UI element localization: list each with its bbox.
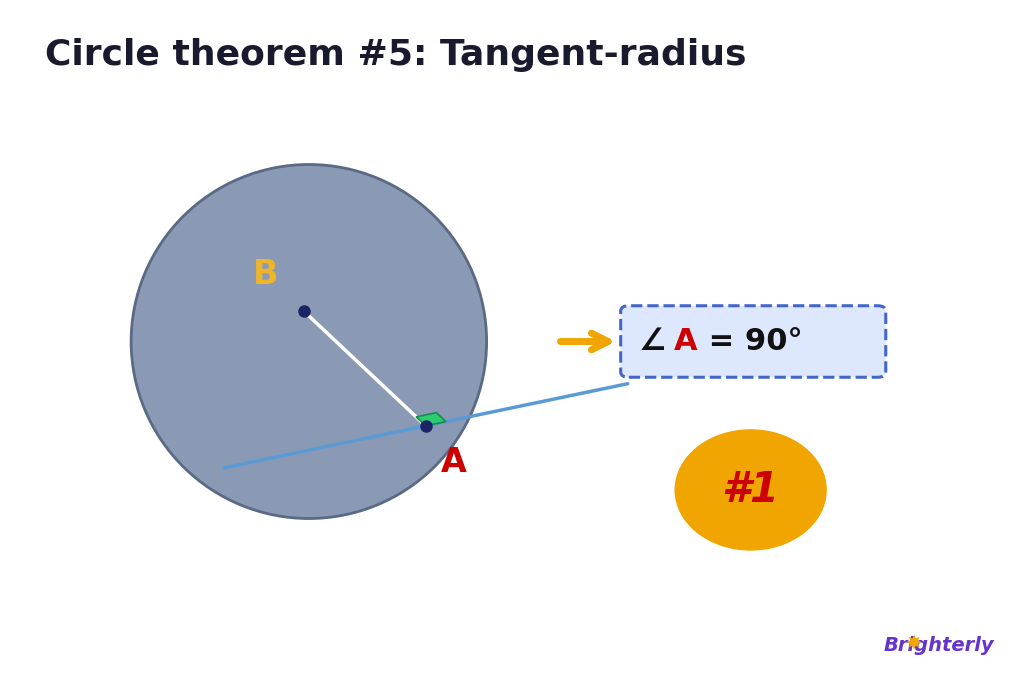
Polygon shape [416,413,445,426]
FancyBboxPatch shape [621,306,886,377]
Text: = 90°: = 90° [698,327,803,356]
Text: Brighterly: Brighterly [884,637,994,655]
Text: ∠: ∠ [639,327,667,356]
Text: #1: #1 [722,469,779,511]
Text: ✸: ✸ [905,635,922,653]
Text: B: B [253,257,278,290]
Text: A: A [441,447,467,479]
Text: A: A [674,327,697,356]
Text: Circle theorem #5: Tangent-radius: Circle theorem #5: Tangent-radius [45,38,746,72]
FancyArrowPatch shape [560,333,608,350]
Ellipse shape [675,429,826,550]
Ellipse shape [131,165,486,518]
